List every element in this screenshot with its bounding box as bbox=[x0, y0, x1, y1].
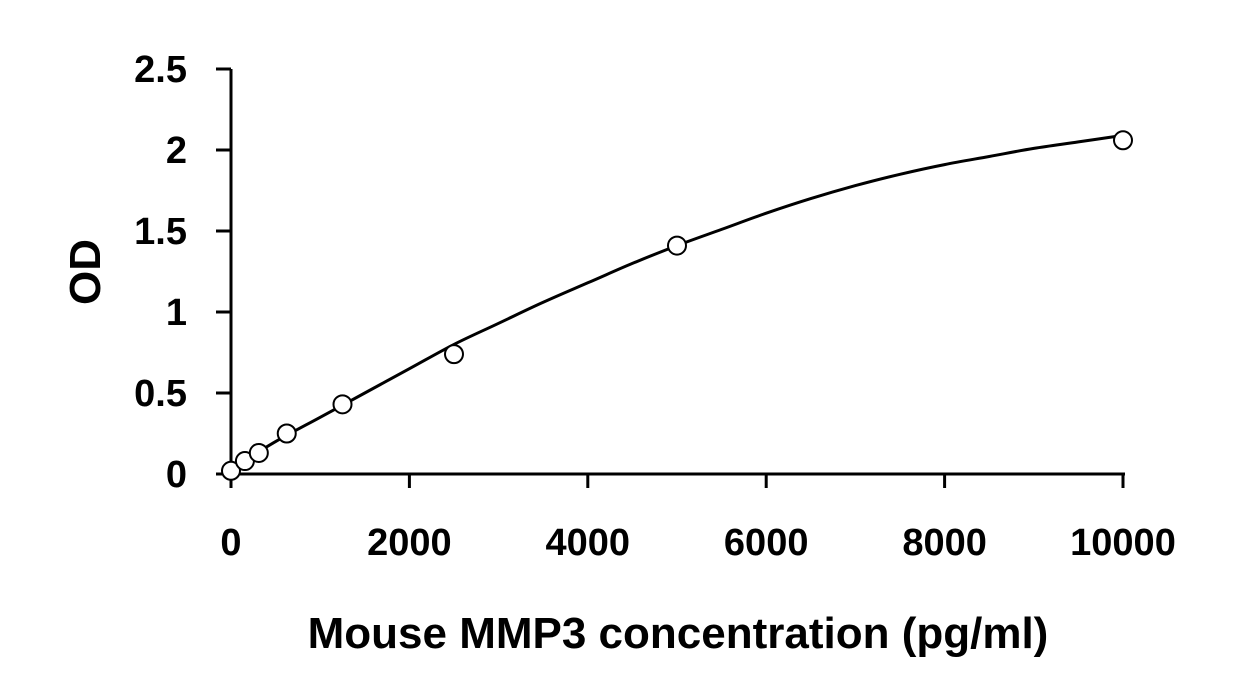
y-tick-label: 0 bbox=[166, 454, 187, 496]
data-point bbox=[667, 235, 687, 256]
x-axis-ticks: 0 2000 4000 6000 8000 10000 bbox=[220, 474, 1176, 564]
x-axis-title: Mouse MMP3 concentration (pg/ml) bbox=[308, 609, 1049, 658]
y-axis-ticks: 0 0.5 1 1.5 2 2.5 bbox=[134, 49, 231, 496]
y-tick-label: 0.5 bbox=[134, 373, 187, 415]
x-tick-label: 6000 bbox=[724, 522, 809, 564]
data-point bbox=[444, 344, 464, 365]
y-tick-label: 1 bbox=[166, 292, 187, 334]
y-tick-label: 1.5 bbox=[134, 211, 187, 253]
data-points-layer bbox=[221, 130, 1133, 481]
x-tick-label: 8000 bbox=[902, 522, 987, 564]
axes bbox=[229, 69, 1125, 476]
y-tick-label: 2 bbox=[166, 130, 187, 172]
x-tick-label: 4000 bbox=[546, 522, 631, 564]
y-axis-title: OD bbox=[61, 239, 110, 305]
data-point bbox=[248, 442, 269, 463]
data-point bbox=[276, 423, 297, 444]
x-tick-label: 10000 bbox=[1070, 522, 1176, 564]
x-tick-label: 0 bbox=[220, 522, 241, 564]
data-point bbox=[221, 460, 241, 481]
data-point bbox=[1113, 130, 1133, 151]
data-point bbox=[332, 394, 353, 415]
y-tick-label: 2.5 bbox=[134, 49, 187, 91]
x-tick-label: 2000 bbox=[367, 522, 452, 564]
